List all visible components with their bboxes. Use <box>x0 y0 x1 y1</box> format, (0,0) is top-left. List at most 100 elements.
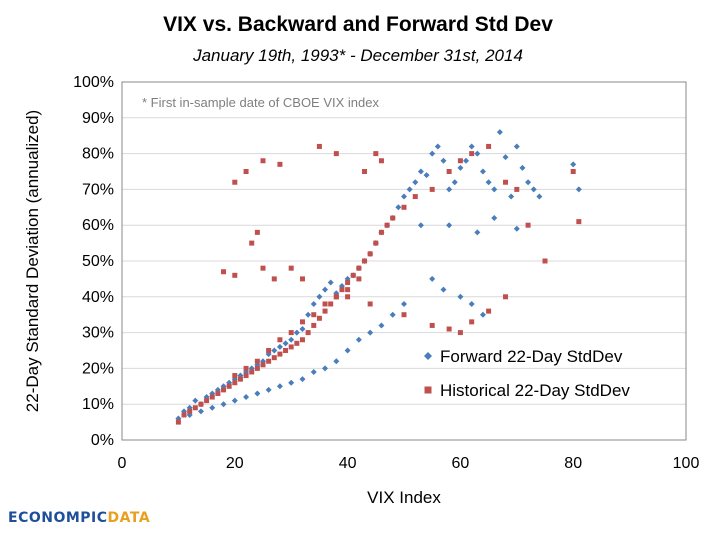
historical-point <box>514 186 520 192</box>
forward-point <box>322 286 329 293</box>
historical-point <box>362 169 368 174</box>
historical-point <box>525 222 531 228</box>
legend-marker-historical <box>424 386 432 394</box>
forward-point <box>209 404 216 411</box>
forward-point <box>192 397 199 404</box>
forward-point <box>423 172 430 179</box>
historical-point <box>373 151 379 157</box>
historical-point <box>288 330 294 336</box>
historical-point <box>384 222 390 228</box>
forward-point <box>434 143 441 150</box>
x-tick-label: 20 <box>226 455 244 472</box>
historical-point <box>232 272 238 278</box>
historical-point <box>446 169 452 174</box>
historical-point <box>226 383 232 389</box>
forward-point <box>288 336 295 343</box>
historical-point <box>503 179 509 185</box>
forward-point <box>389 311 396 318</box>
forward-point <box>502 154 509 161</box>
forward-point <box>322 365 329 372</box>
historical-point <box>243 169 249 174</box>
y-tick-label: 10% <box>82 396 114 413</box>
x-axis-label: VIX Index <box>367 488 441 507</box>
forward-point <box>197 408 204 415</box>
historical-point <box>401 312 407 318</box>
forward-point <box>305 311 312 318</box>
y-tick-label: 60% <box>82 217 114 234</box>
chart-title: VIX vs. Backward and Forward Std Dev <box>163 13 553 36</box>
forward-point <box>401 300 407 307</box>
historical-point <box>215 390 221 396</box>
historical-point <box>311 312 317 318</box>
forward-point <box>468 143 475 150</box>
forward-point <box>570 161 577 168</box>
forward-point <box>288 379 295 386</box>
historical-point <box>232 373 238 379</box>
forward-point <box>429 275 436 282</box>
forward-point <box>479 168 486 175</box>
historical-point <box>249 369 255 375</box>
forward-point <box>406 186 413 193</box>
chart-subtitle: January 19th, 1993* - December 31st, 201… <box>193 46 523 65</box>
x-tick-label: 60 <box>452 455 470 472</box>
forward-point <box>344 347 351 354</box>
forward-point <box>474 229 481 236</box>
forward-point <box>519 164 526 171</box>
forward-point <box>276 343 283 350</box>
forward-point <box>513 225 520 232</box>
historical-point <box>356 265 362 271</box>
forward-point <box>491 186 498 193</box>
historical-point <box>339 287 345 293</box>
historical-point <box>542 258 548 264</box>
brand-text-part1: ECONOMPIC <box>8 510 108 526</box>
y-tick-label: 100% <box>73 74 114 91</box>
x-tick-label: 100 <box>673 455 700 472</box>
forward-point <box>491 215 498 222</box>
legend-label: Historical 22-Day StdDev <box>440 381 630 400</box>
historical-point <box>209 394 215 400</box>
historical-point <box>288 344 294 350</box>
brand-text-part2: DATA <box>107 510 151 526</box>
forward-point <box>525 179 532 186</box>
historical-point <box>345 294 351 300</box>
historical-point <box>254 365 260 371</box>
historical-point <box>333 294 339 300</box>
forward-point <box>468 300 475 307</box>
y-axis-label: 22-Day Standard Deviation (annualized) <box>23 110 42 412</box>
forward-point <box>220 401 227 408</box>
historical-point <box>373 240 379 246</box>
historical-point <box>333 151 339 157</box>
forward-point <box>474 150 481 157</box>
forward-point <box>378 322 385 329</box>
historical-point <box>299 276 305 282</box>
historical-point <box>322 308 328 314</box>
forward-point <box>446 186 453 193</box>
y-tick-label: 90% <box>82 110 114 127</box>
historical-point <box>187 408 193 414</box>
y-tick-label: 20% <box>82 360 114 377</box>
historical-point <box>457 158 463 164</box>
legend-marker-forward <box>424 352 432 360</box>
historical-point <box>356 276 362 282</box>
y-tick-label: 80% <box>82 146 114 163</box>
forward-point <box>513 143 520 150</box>
historical-point <box>570 169 576 174</box>
forward-point <box>265 386 272 393</box>
forward-point <box>457 164 464 171</box>
forward-point <box>508 193 515 200</box>
forward-point <box>327 279 334 286</box>
forward-point <box>479 311 486 318</box>
historical-point <box>457 330 463 336</box>
forward-point <box>575 186 582 193</box>
historical-point <box>221 387 227 393</box>
forward-point <box>316 293 323 300</box>
forward-point <box>310 368 317 375</box>
historical-point <box>378 158 384 164</box>
forward-point <box>231 397 238 404</box>
historical-point <box>486 143 492 149</box>
annotation: * First in-sample date of CBOE VIX index <box>142 95 379 110</box>
forward-point <box>293 329 300 336</box>
forward-point <box>333 358 340 365</box>
forward-point <box>463 157 470 164</box>
